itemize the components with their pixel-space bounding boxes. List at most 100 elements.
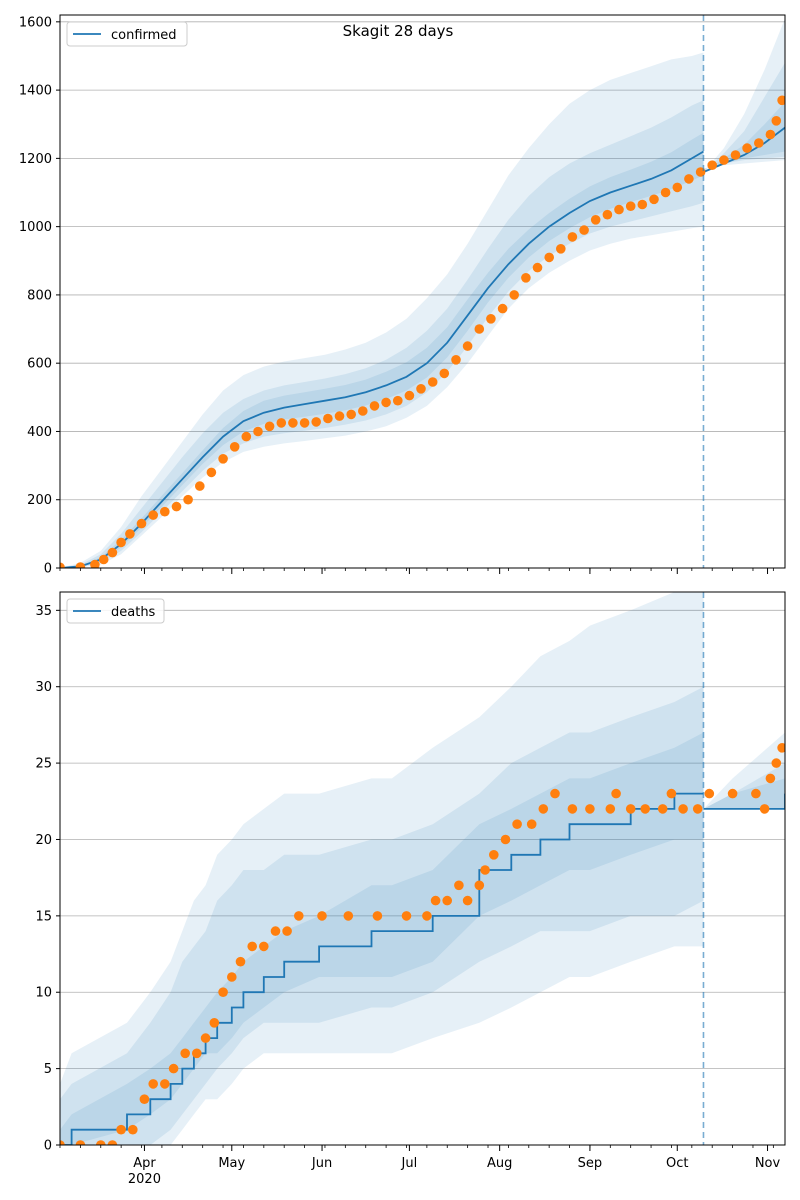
observed-point <box>765 773 776 784</box>
observed-point <box>765 129 776 140</box>
y-tick-label: 0 <box>44 562 52 577</box>
observed-point <box>754 138 764 148</box>
observed-point <box>116 1124 126 1135</box>
observed-point <box>439 368 450 379</box>
observed-point <box>777 743 785 753</box>
observed-point <box>334 411 345 421</box>
observed-point <box>751 788 761 799</box>
model-line <box>60 150 704 568</box>
observed-point <box>672 182 683 193</box>
x-tick-label: May <box>218 1156 245 1171</box>
x-tick-label: Jun <box>311 1156 332 1171</box>
observed-point <box>649 194 659 205</box>
observed-point <box>497 303 508 314</box>
observed-point <box>358 406 368 416</box>
observed-point <box>486 314 496 324</box>
x-tick-label: Aug <box>487 1156 512 1171</box>
observed-point <box>227 972 237 982</box>
observed-point <box>372 911 383 921</box>
observed-point <box>602 209 613 220</box>
observed-point <box>538 804 549 814</box>
observed-point <box>451 355 461 365</box>
y-tick-label: 35 <box>35 604 52 619</box>
figure-title: Skagit 28 days <box>343 22 454 40</box>
observed-point <box>183 494 193 505</box>
observed-point <box>544 252 554 263</box>
model-line <box>60 792 704 1145</box>
observed-point <box>567 232 578 242</box>
observed-point <box>666 788 677 799</box>
observed-point <box>381 397 391 408</box>
observed-point <box>168 1063 179 1074</box>
observed-point <box>116 537 126 548</box>
observed-point <box>567 804 578 814</box>
observed-point <box>489 850 499 860</box>
observed-point <box>218 987 228 997</box>
observed-point <box>60 562 65 568</box>
x-tick-label: Oct <box>666 1156 688 1171</box>
forecast-band-middle <box>703 763 785 809</box>
observed-point <box>727 788 738 799</box>
observed-point <box>299 418 310 428</box>
observed-point <box>393 395 403 406</box>
observed-point <box>343 911 354 921</box>
observed-point <box>585 804 595 814</box>
observed-point <box>474 324 485 334</box>
y-tick-label: 15 <box>35 909 52 924</box>
observed-point <box>590 215 601 225</box>
x-tick-label: Sep <box>578 1156 603 1171</box>
observed-point <box>416 384 426 394</box>
observed-point <box>678 804 688 814</box>
observed-point <box>521 273 531 283</box>
y-tick-label: 10 <box>35 986 52 1001</box>
observed-point <box>462 341 473 351</box>
observed-point <box>462 895 473 906</box>
observed-point <box>160 1079 170 1089</box>
observed-point <box>404 390 415 401</box>
observed-point <box>209 1018 220 1028</box>
observed-point <box>771 758 782 768</box>
observed-point <box>611 788 621 799</box>
observed-point <box>96 1140 106 1145</box>
observed-point <box>235 956 246 967</box>
observed-point <box>474 880 485 891</box>
observed-point <box>75 1140 86 1145</box>
band-outer <box>60 592 704 1145</box>
observed-point <box>311 417 322 427</box>
x-tick-label: Jul <box>401 1156 418 1171</box>
x-tick-label: Apr <box>133 1156 156 1171</box>
forecast-band-inner <box>703 778 785 809</box>
observed-point <box>500 834 511 845</box>
observed-point <box>160 506 170 517</box>
observed-point <box>171 501 182 512</box>
observed-point <box>75 562 86 568</box>
observed-point <box>107 1140 118 1145</box>
x-tick-label: Nov <box>755 1156 781 1171</box>
observed-point <box>317 911 327 921</box>
observed-point <box>294 911 304 921</box>
y-tick-label: 25 <box>35 757 52 772</box>
forecast-band-outer <box>703 732 785 809</box>
observed-point <box>640 804 650 814</box>
observed-point <box>625 804 636 814</box>
observed-point <box>148 1079 158 1089</box>
observed-point <box>139 1094 150 1104</box>
observed-point <box>369 401 380 411</box>
legend-box <box>66 598 165 624</box>
observed-point <box>480 865 490 875</box>
axes-frame <box>59 591 786 1146</box>
observed-point <box>707 160 717 170</box>
observed-point <box>288 418 298 428</box>
observed-point <box>550 788 560 799</box>
observed-point <box>346 409 357 420</box>
y-tick-label: 1600 <box>19 15 52 30</box>
forecast-band-outer <box>703 18 785 173</box>
observed-point <box>657 804 668 814</box>
y-tick-label: 1000 <box>19 220 52 235</box>
observed-point <box>180 1048 190 1059</box>
observed-point <box>264 421 275 432</box>
forecast-line <box>703 793 785 810</box>
observed-point <box>323 413 333 424</box>
observed-point <box>107 547 118 558</box>
